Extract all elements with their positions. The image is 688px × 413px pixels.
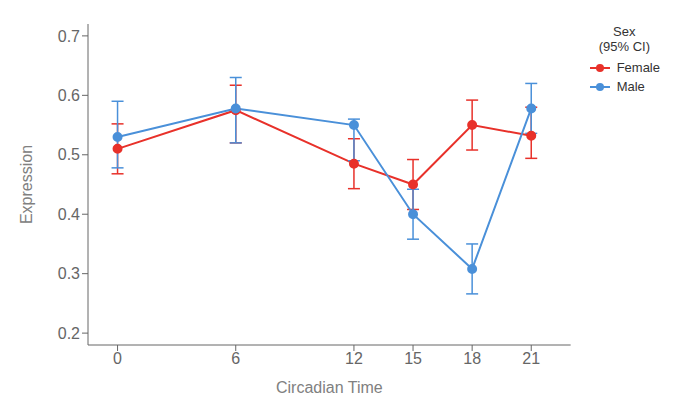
svg-text:Circadian Time: Circadian Time <box>276 379 383 396</box>
svg-text:6: 6 <box>231 350 240 367</box>
svg-text:18: 18 <box>463 350 481 367</box>
svg-text:12: 12 <box>345 350 363 367</box>
svg-text:15: 15 <box>404 350 422 367</box>
html-text:Male: Male <box>616 79 645 94</box>
svg-text:0.4: 0.4 <box>58 206 80 223</box>
svg-text:21: 21 <box>522 350 540 367</box>
svg-text:0.2: 0.2 <box>58 325 80 342</box>
html-text:Female: Female <box>616 60 660 75</box>
svg-text:0.7: 0.7 <box>58 28 80 45</box>
svg-text:Expression: Expression <box>18 145 35 224</box>
svg-text:0: 0 <box>113 350 122 367</box>
svg-text:0.5: 0.5 <box>58 146 80 163</box>
html-text:Sex (95% CI): Sex (95% CI) <box>598 24 650 54</box>
svg-text:0.6: 0.6 <box>58 87 80 104</box>
svg-text:0.3: 0.3 <box>58 265 80 282</box>
